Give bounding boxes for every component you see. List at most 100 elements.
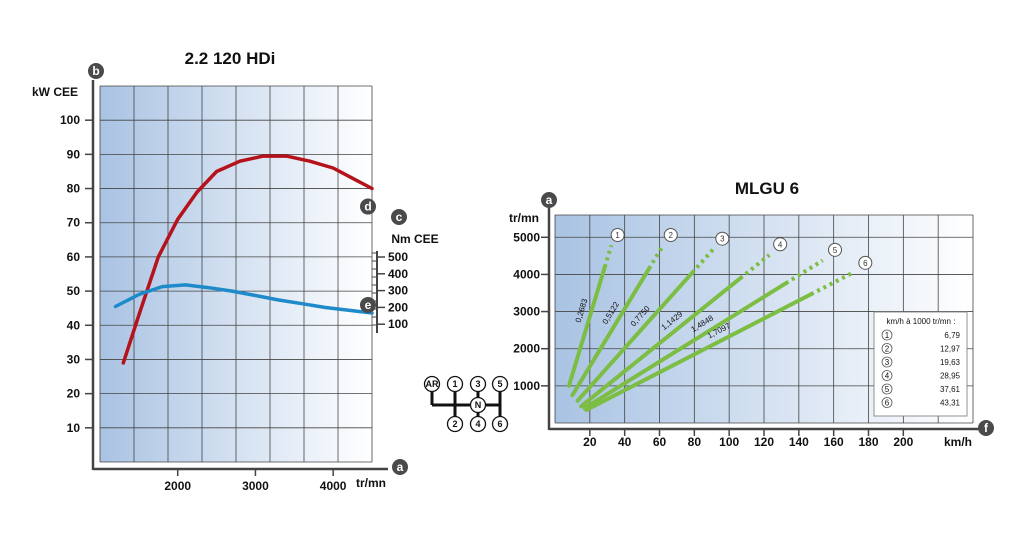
gear-label-circle-6 xyxy=(858,255,873,270)
engine-left-axis-badge: b xyxy=(92,64,99,78)
shift-position-circle xyxy=(469,415,487,433)
engine-right-tick-label: 500 xyxy=(388,250,408,264)
gearbox-x-tick-label: 120 xyxy=(754,435,774,449)
engine-y-tick-label: 30 xyxy=(67,352,81,366)
gear-line-1 xyxy=(566,265,607,388)
gear-label-2: 2 xyxy=(669,231,674,240)
gear-line-5 xyxy=(582,281,788,411)
shift-position-circle xyxy=(491,375,509,393)
shift-position-circle xyxy=(446,415,464,433)
engine-x-axis-badge: a xyxy=(397,460,404,474)
gearbox-legend-value-1: 6,79 xyxy=(944,331,960,340)
shift-position-AR: AR xyxy=(426,379,439,389)
gearbox-legend-value-2: 12,97 xyxy=(940,345,961,354)
engine-y-tick-label: 70 xyxy=(67,216,81,230)
gearbox-legend-circle xyxy=(881,397,893,408)
engine-right-tick-label: 100 xyxy=(388,317,408,331)
engine-right-axis-badge: c xyxy=(396,210,403,224)
gear-label-circle-4 xyxy=(773,237,788,252)
gear-label-circle-1 xyxy=(610,228,625,242)
shift-position-circle xyxy=(423,375,441,393)
engine-curve-label-e-circle xyxy=(360,296,376,313)
gear-label-5: 5 xyxy=(833,246,838,255)
shift-position-4: 4 xyxy=(475,419,480,429)
engine-y-tick-label: 90 xyxy=(67,147,81,161)
gear-line-4 xyxy=(579,276,743,409)
gearbox-legend-title: km/h à 1000 tr/mn : xyxy=(887,317,956,326)
gear-line-dashed-2 xyxy=(647,244,665,270)
gearbox-legend-circle xyxy=(881,343,893,354)
gearbox-legend-circle xyxy=(881,356,893,368)
engine-right-axis-badge-circle xyxy=(391,209,407,225)
shift-position-circle xyxy=(446,375,464,393)
engine-x-tick-label: 3000 xyxy=(242,479,269,493)
gearbox-x-tick-label: 200 xyxy=(893,435,913,449)
gearbox-x-axis-badge: f xyxy=(984,421,989,435)
engine-x-tick-label: 2000 xyxy=(164,479,191,493)
gearbox-legend-gear-2: 2 xyxy=(885,345,890,354)
gear-line-dashed-6 xyxy=(810,271,854,297)
engine-right-tick-label: 300 xyxy=(388,284,408,298)
engine-left-axis-label: kW CEE xyxy=(32,85,78,99)
engine-x-axis-label: tr/mn xyxy=(356,476,386,490)
engine-curve-label-d-circle xyxy=(360,198,376,215)
shift-position-6: 6 xyxy=(497,419,502,429)
engine-curve-d xyxy=(121,154,374,365)
gearbox-x-tick-label: 60 xyxy=(653,435,667,449)
engine-y-tick-label: 100 xyxy=(60,113,80,127)
gearbox-x-tick-label: 20 xyxy=(583,435,597,449)
gear-line-dashed-5 xyxy=(784,258,824,285)
gearbox-legend-circle xyxy=(881,370,893,381)
engine-y-tick-label: 60 xyxy=(67,250,81,264)
gearbox-x-tick-label: 180 xyxy=(858,435,878,449)
gearbox-legend-gear-4: 4 xyxy=(885,372,890,381)
engine-y-tick-label: 80 xyxy=(67,182,81,196)
gearbox-legend-circle xyxy=(881,383,893,395)
gearbox-x-tick-label: 100 xyxy=(719,435,739,449)
shift-position-circle xyxy=(469,375,487,393)
gearbox-x-tick-label: 140 xyxy=(789,435,809,449)
gearbox-y-tick-label: 2000 xyxy=(513,342,540,356)
gear-label-circle-5 xyxy=(828,242,843,257)
gearbox-y-tick-label: 1000 xyxy=(513,379,540,393)
engine-curve-label-d: d xyxy=(364,200,371,214)
engine-y-tick-label: 20 xyxy=(67,387,81,401)
gearbox-legend-gear-6: 6 xyxy=(885,399,890,408)
shift-neutral-circle xyxy=(469,396,487,414)
shift-position-circle xyxy=(491,415,509,433)
engine-y-tick-label: 50 xyxy=(67,284,81,298)
gear-line-3 xyxy=(575,270,695,403)
gearbox-y-axis-badge: a xyxy=(546,193,553,207)
engine-x-tick-label: 4000 xyxy=(320,479,347,493)
gearbox-y-axis-badge-circle xyxy=(541,192,557,208)
gear-label-3: 3 xyxy=(720,235,725,244)
gearbox-legend-gear-5: 5 xyxy=(885,385,890,394)
gear-line-2 xyxy=(570,266,651,398)
gearbox-y-tick-label: 5000 xyxy=(513,230,540,244)
gear-line-dashed-3 xyxy=(690,248,715,275)
gearbox-x-tick-label: 80 xyxy=(688,435,702,449)
gearbox-legend-value-4: 28,95 xyxy=(940,372,961,381)
gearbox-y-tick-label: 4000 xyxy=(513,267,540,281)
gearbox-x-tick-label: 40 xyxy=(618,435,632,449)
engine-right-axis-label: Nm CEE xyxy=(391,232,438,246)
gearbox-legend-value-3: 19,63 xyxy=(940,358,961,367)
gearbox-legend-gear-1: 1 xyxy=(885,331,890,340)
gear-label-6: 6 xyxy=(863,259,868,268)
gearbox-x-axis-badge-circle xyxy=(978,420,994,436)
gear-label-4: 4 xyxy=(778,240,783,249)
shift-position-1: 1 xyxy=(452,379,457,389)
gearbox-y-tick-label: 3000 xyxy=(513,305,540,319)
gear-label-circle-2 xyxy=(663,228,678,242)
gearbox-y-axis-label: tr/mn xyxy=(509,211,539,225)
gearbox-x-tick-label: 160 xyxy=(824,435,844,449)
gearbox-legend-gear-3: 3 xyxy=(885,358,890,367)
engine-y-tick-label: 40 xyxy=(67,318,81,332)
gearbox-legend-value-5: 37,61 xyxy=(940,385,961,394)
gearbox-chart-title: MLGU 6 xyxy=(735,179,799,198)
gear-line-6 xyxy=(584,292,814,412)
engine-curve-label-e: e xyxy=(365,298,372,312)
gearbox-x-axis-label: km/h xyxy=(944,435,972,449)
gear-label-circle-3 xyxy=(715,231,730,246)
